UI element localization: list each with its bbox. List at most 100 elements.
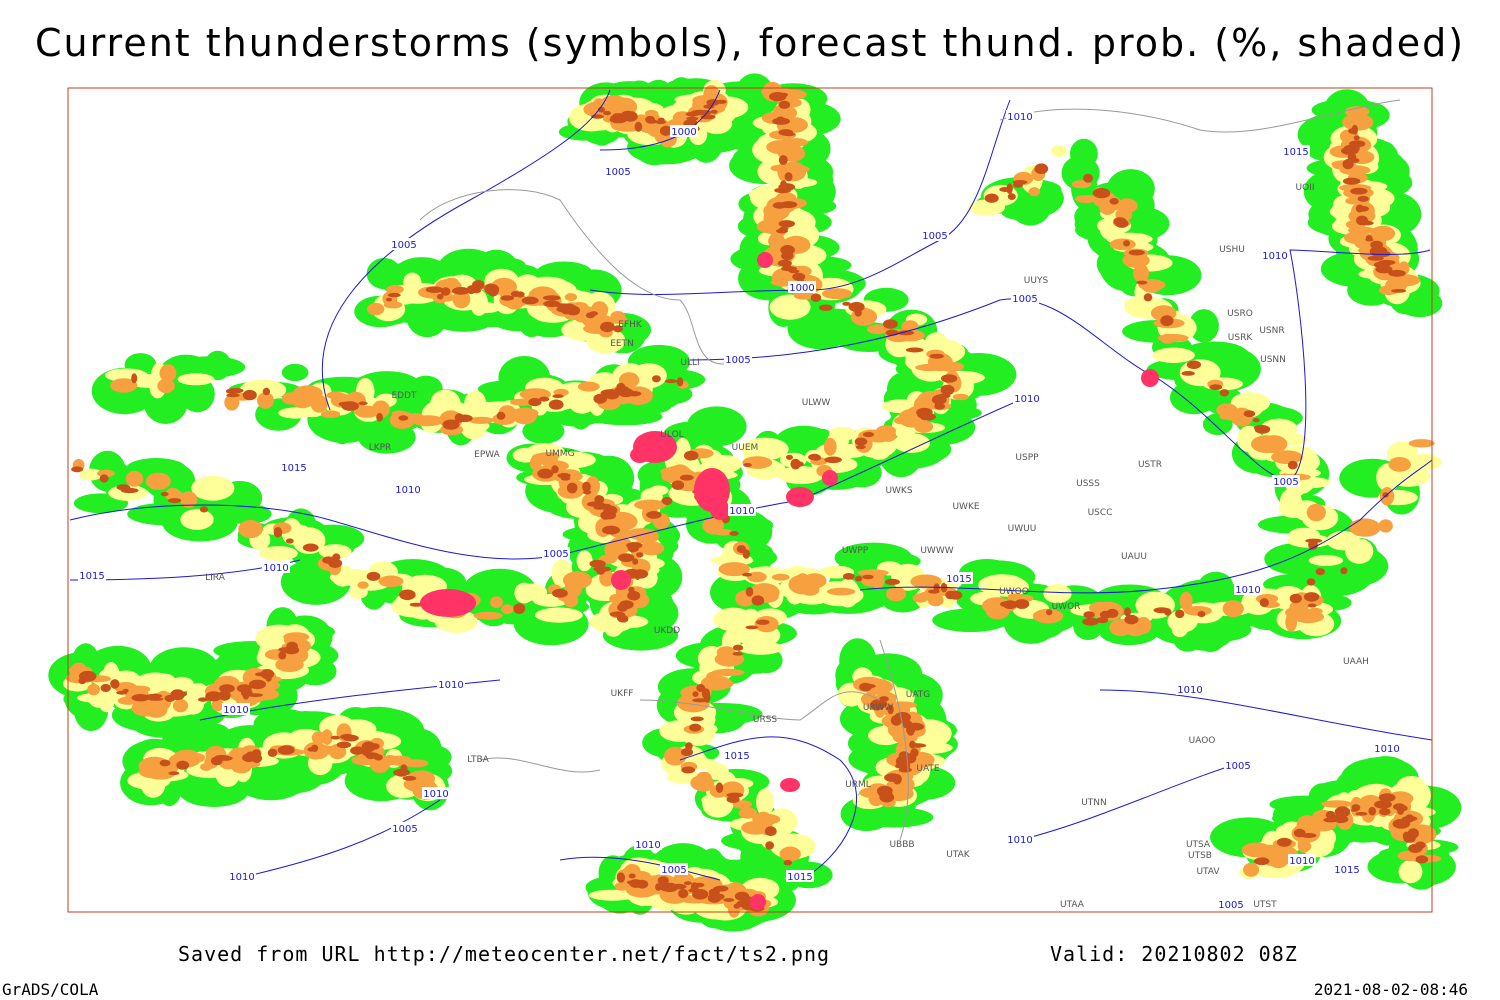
- shade-blob: [1092, 188, 1111, 199]
- shade-blob: [855, 445, 866, 450]
- shade-blob: [1365, 235, 1373, 241]
- shade-blob: [285, 538, 294, 544]
- shade-blob: [1133, 264, 1150, 283]
- shade-blob: [655, 120, 666, 125]
- shade-blob: [1345, 197, 1360, 205]
- shade-blob: [231, 761, 252, 774]
- shade-blob: [736, 900, 750, 908]
- shade-blob: [706, 99, 720, 106]
- isobar-label-bg: [788, 281, 816, 293]
- shade-blob: [71, 466, 84, 473]
- isobar-label: 1005: [661, 865, 686, 876]
- shade-blob: [1391, 289, 1407, 293]
- isobar-label: 1010: [423, 789, 448, 800]
- shade-blob: [1051, 145, 1068, 157]
- shade-blob: [1373, 261, 1391, 269]
- shade-blob: [1342, 177, 1361, 185]
- shade-blob: [826, 587, 856, 596]
- shade-blob: [226, 387, 244, 394]
- shade-blob: [387, 755, 413, 766]
- shade-blob: [321, 410, 341, 419]
- shade-blob: [378, 575, 404, 588]
- shade-blob: [603, 389, 618, 397]
- shade-blob: [593, 393, 607, 404]
- station-label: URML: [845, 780, 871, 790]
- shade-blob: [644, 109, 659, 118]
- shade-blob: [275, 657, 304, 672]
- shade-blob: [1254, 857, 1270, 866]
- shade-blob: [1357, 195, 1369, 202]
- shade-blob: [336, 741, 352, 749]
- shade-blob: [281, 363, 309, 382]
- shade-blob: [795, 573, 810, 589]
- shade-blob: [1276, 837, 1292, 847]
- shade-blob: [1356, 205, 1369, 212]
- storm-symbol: [420, 589, 476, 617]
- shade-blob: [702, 516, 724, 535]
- station-label: UTSB: [1188, 851, 1212, 861]
- shade-blob: [683, 450, 699, 461]
- shade-blob: [402, 775, 417, 781]
- shade-blob: [671, 480, 685, 491]
- shade-blob: [772, 202, 787, 209]
- coastline: [639, 691, 881, 721]
- coastline: [999, 99, 1401, 133]
- isobar-label-bg: [660, 863, 688, 875]
- station-label: UUEM: [732, 443, 759, 453]
- shade-blob: [211, 698, 224, 712]
- shade-blob: [509, 398, 535, 406]
- shade-blob: [917, 411, 932, 419]
- shade-blob: [179, 491, 198, 508]
- shade-blob: [145, 702, 168, 718]
- shade-blob: [772, 573, 790, 581]
- shade-blob: [784, 172, 793, 182]
- shade-blob: [917, 396, 932, 410]
- shade-blob: [330, 735, 340, 740]
- isobar-line: [1099, 689, 1433, 741]
- shade-blob: [892, 774, 902, 785]
- isobar-label-bg: [222, 703, 250, 715]
- isobar-line: [689, 249, 1431, 481]
- shade-blob: [191, 475, 235, 501]
- shade-blob: [551, 465, 559, 474]
- shade-blob: [616, 612, 627, 623]
- shade-blob: [568, 390, 596, 414]
- shade-blob: [659, 125, 673, 136]
- isobar-label-bg: [724, 353, 752, 365]
- isobar-label: 1010: [223, 705, 248, 716]
- shade-blob: [910, 574, 942, 589]
- shade-blob: [273, 527, 283, 538]
- shade-blob: [560, 476, 571, 481]
- isobar-label: 1010: [1289, 856, 1314, 867]
- shade-blob: [632, 569, 649, 579]
- shade-blob: [529, 455, 542, 471]
- shade-blob: [466, 285, 476, 295]
- shade-blob: [626, 542, 643, 549]
- shade-blob: [452, 287, 470, 295]
- shade-blob: [589, 559, 606, 568]
- shade-blob: [240, 684, 249, 695]
- shade-blob: [521, 296, 539, 305]
- shade-blob: [778, 155, 788, 165]
- shade-blob: [756, 788, 774, 816]
- shade-blob: [778, 129, 794, 136]
- shade-blob: [1243, 410, 1256, 418]
- station-label: UATE: [916, 764, 940, 774]
- isobar-label: 1005: [605, 167, 630, 178]
- isobar-label: 1000: [789, 283, 814, 294]
- shade-blob: [564, 579, 582, 599]
- isobar-label: 1005: [1225, 761, 1250, 772]
- station-label: ULOL: [660, 430, 683, 440]
- isobar-label: 1015: [281, 463, 306, 474]
- title: Current thunderstorms (symbols), forecas…: [35, 21, 1465, 65]
- station-label: UTNN: [1081, 798, 1107, 808]
- shade-blob: [145, 693, 163, 699]
- shade-blob: [780, 180, 787, 189]
- shade-blob: [617, 603, 629, 612]
- station-label: UTAA: [1060, 900, 1085, 910]
- shade-blob: [1008, 180, 1053, 226]
- shade-blob: [1109, 198, 1119, 205]
- isobar-label-bg: [1288, 854, 1316, 866]
- shade-blob: [454, 413, 464, 423]
- station-label: UWKE: [952, 502, 979, 512]
